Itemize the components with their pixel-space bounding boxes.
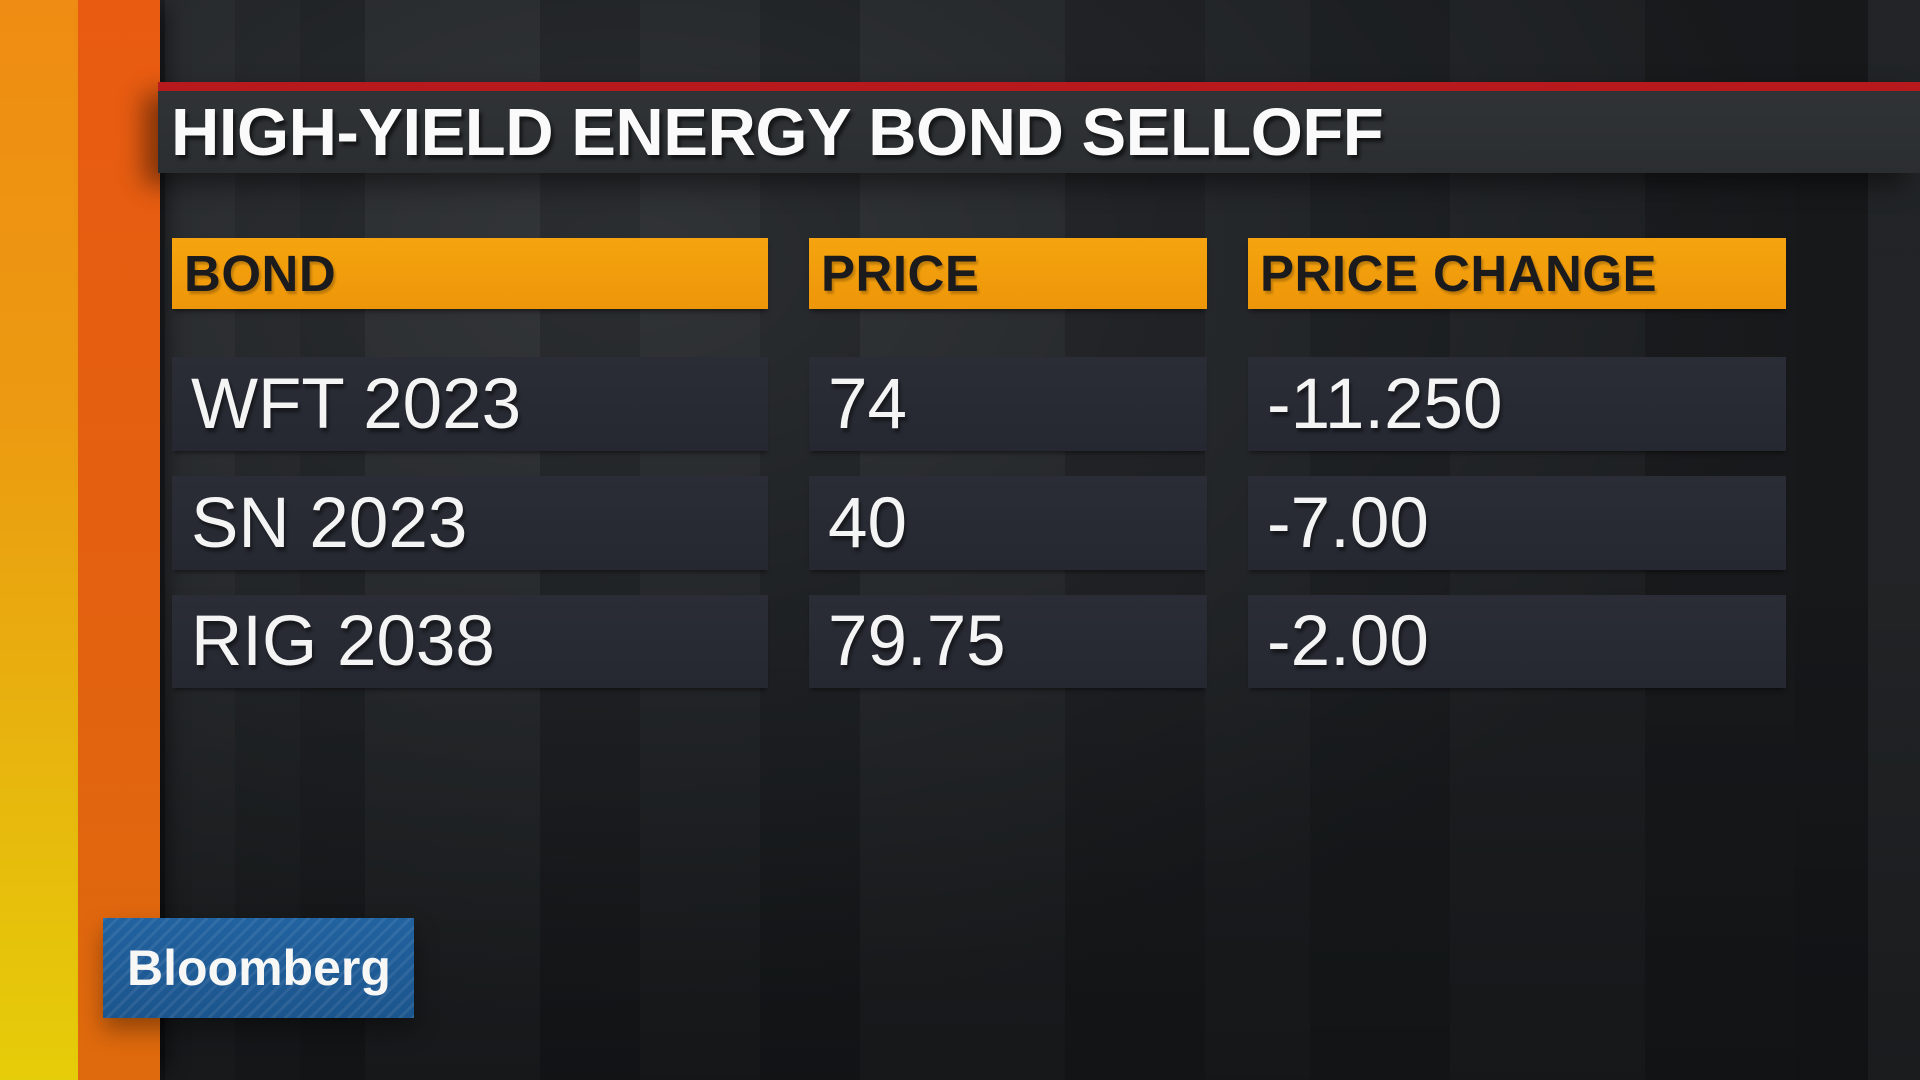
table-cell-price-change: -7.00 (1248, 476, 1786, 570)
column-header-price-change: PRICE CHANGE (1248, 238, 1786, 309)
table-cell-price-change: -2.00 (1248, 595, 1786, 688)
table-cell-price-change: -11.250 (1248, 357, 1786, 451)
table-cell-price: 40 (809, 476, 1207, 570)
table-cell-bond: SN 2023 (172, 476, 768, 570)
table-cell-bond: RIG 2038 (172, 595, 768, 688)
bloomberg-logo: Bloomberg (103, 918, 414, 1018)
column-header-price: PRICE (809, 238, 1207, 309)
table-cell-bond: WFT 2023 (172, 357, 768, 451)
left-accent-bar-orange (78, 0, 160, 1080)
table-cell-price: 79.75 (809, 595, 1207, 688)
headline-title: HIGH-YIELD ENERGY BOND SELLOFF (171, 94, 1384, 170)
left-accent-bar-yellow (0, 0, 78, 1080)
bloomberg-logo-text: Bloomberg (127, 940, 391, 996)
column-header-bond: BOND (172, 238, 768, 309)
bond-table: BOND PRICE PRICE CHANGE WFT 2023 74 -11.… (172, 238, 1786, 688)
headline-bar: HIGH-YIELD ENERGY BOND SELLOFF (158, 82, 1920, 173)
table-cell-price: 74 (809, 357, 1207, 451)
